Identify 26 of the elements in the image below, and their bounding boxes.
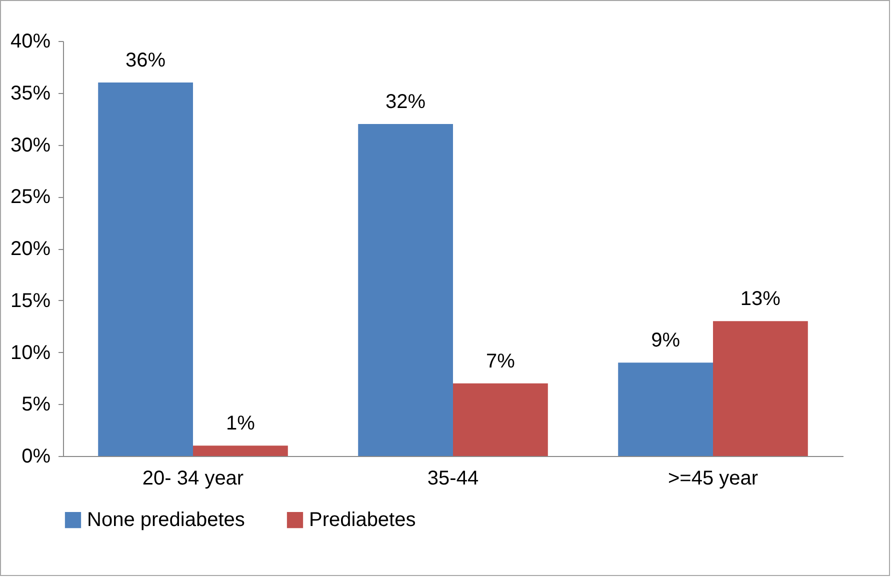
bar (193, 446, 288, 456)
legend-label: Prediabetes (309, 509, 416, 531)
y-tick-label: 25% (10, 186, 51, 208)
data-label: 13% (740, 288, 781, 310)
y-tick-label: 30% (10, 134, 51, 156)
bar (453, 383, 548, 456)
y-tick-label: 15% (10, 290, 51, 312)
y-tick-label: 20% (10, 238, 51, 260)
y-tick-label: 0% (22, 446, 51, 468)
data-label: 1% (226, 412, 256, 435)
x-tick-label: 20- 34 year (142, 468, 244, 490)
y-tick-label: 10% (10, 342, 51, 364)
bar (618, 362, 713, 456)
y-tick-label: 35% (10, 82, 51, 104)
bar (358, 124, 453, 456)
y-tick-label: 40% (10, 30, 51, 52)
x-tick-label: 35-44 (427, 468, 479, 490)
data-label: 36% (126, 50, 166, 72)
data-label: 7% (486, 350, 516, 372)
bar (713, 321, 808, 456)
legend-label: None prediabetes (87, 509, 245, 531)
data-label: 32% (386, 91, 426, 113)
y-tick-label: 5% (22, 394, 51, 416)
x-tick-label: >=45 year (668, 468, 758, 490)
data-label: 9% (651, 330, 680, 352)
bar (98, 82, 193, 456)
